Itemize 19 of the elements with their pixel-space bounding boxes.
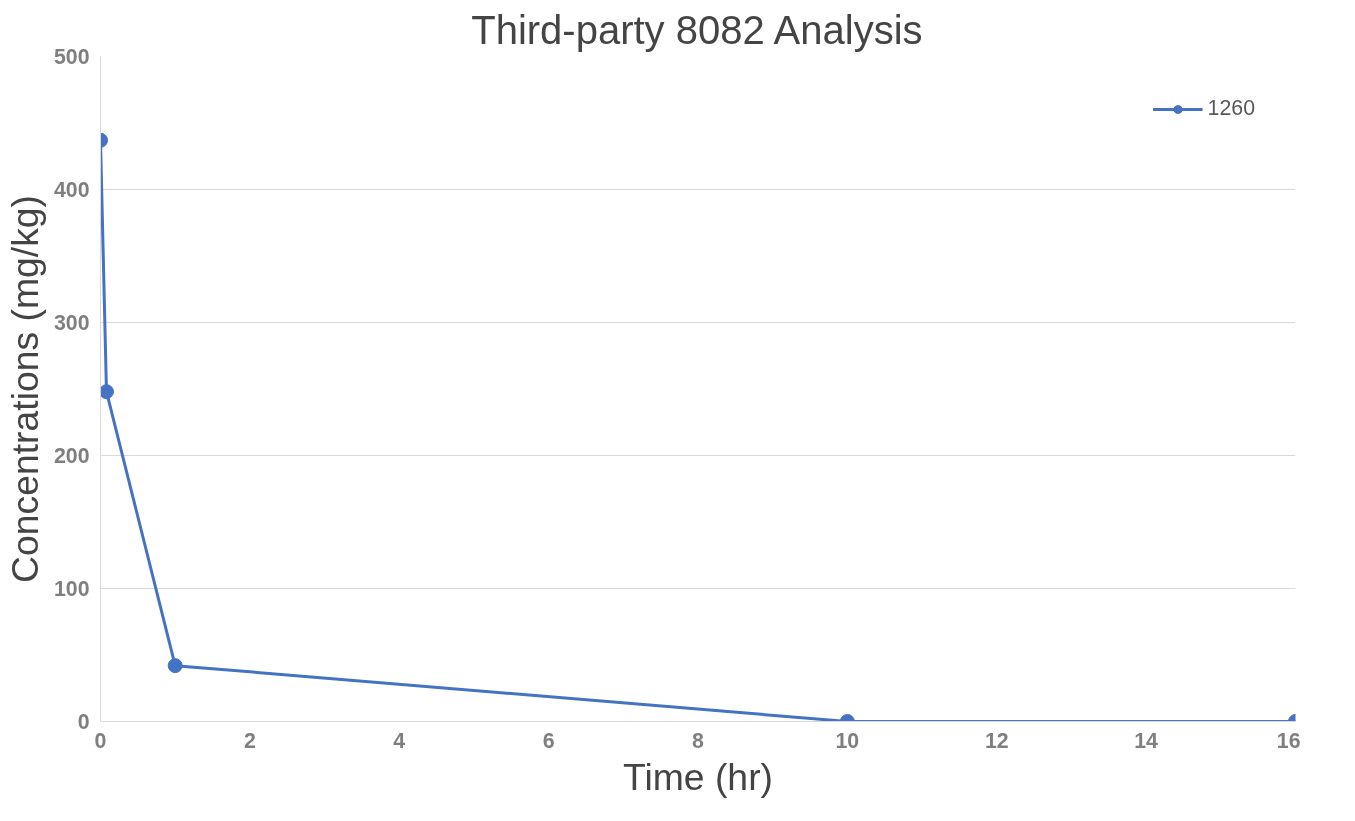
y-axis-title: Concentrations (mg/kg) — [3, 195, 46, 583]
x-tick-label: 16 — [1276, 728, 1301, 753]
y-tick-label: 100 — [53, 577, 90, 601]
y-tick-label: 300 — [53, 311, 90, 335]
x-tick-label: 14 — [1134, 728, 1159, 753]
y-tick-label: 400 — [53, 178, 90, 202]
legend-label: 1260 — [1207, 96, 1255, 121]
y-tick-label: 0 — [77, 710, 90, 734]
x-tick-label: 4 — [393, 728, 406, 753]
x-tick-label: 2 — [243, 728, 256, 753]
chart-title: Third-party 8082 Analysis — [471, 7, 923, 52]
x-tick-label: 0 — [94, 728, 107, 753]
x-tick-label: 8 — [692, 728, 705, 753]
x-tick-label: 10 — [835, 728, 860, 753]
x-tick-label: 12 — [984, 728, 1009, 753]
y-tick-label: 500 — [53, 45, 90, 69]
y-tick-label: 200 — [53, 444, 90, 468]
x-tick-label: 6 — [542, 728, 555, 753]
x-axis-title: Time (hr) — [623, 755, 774, 798]
